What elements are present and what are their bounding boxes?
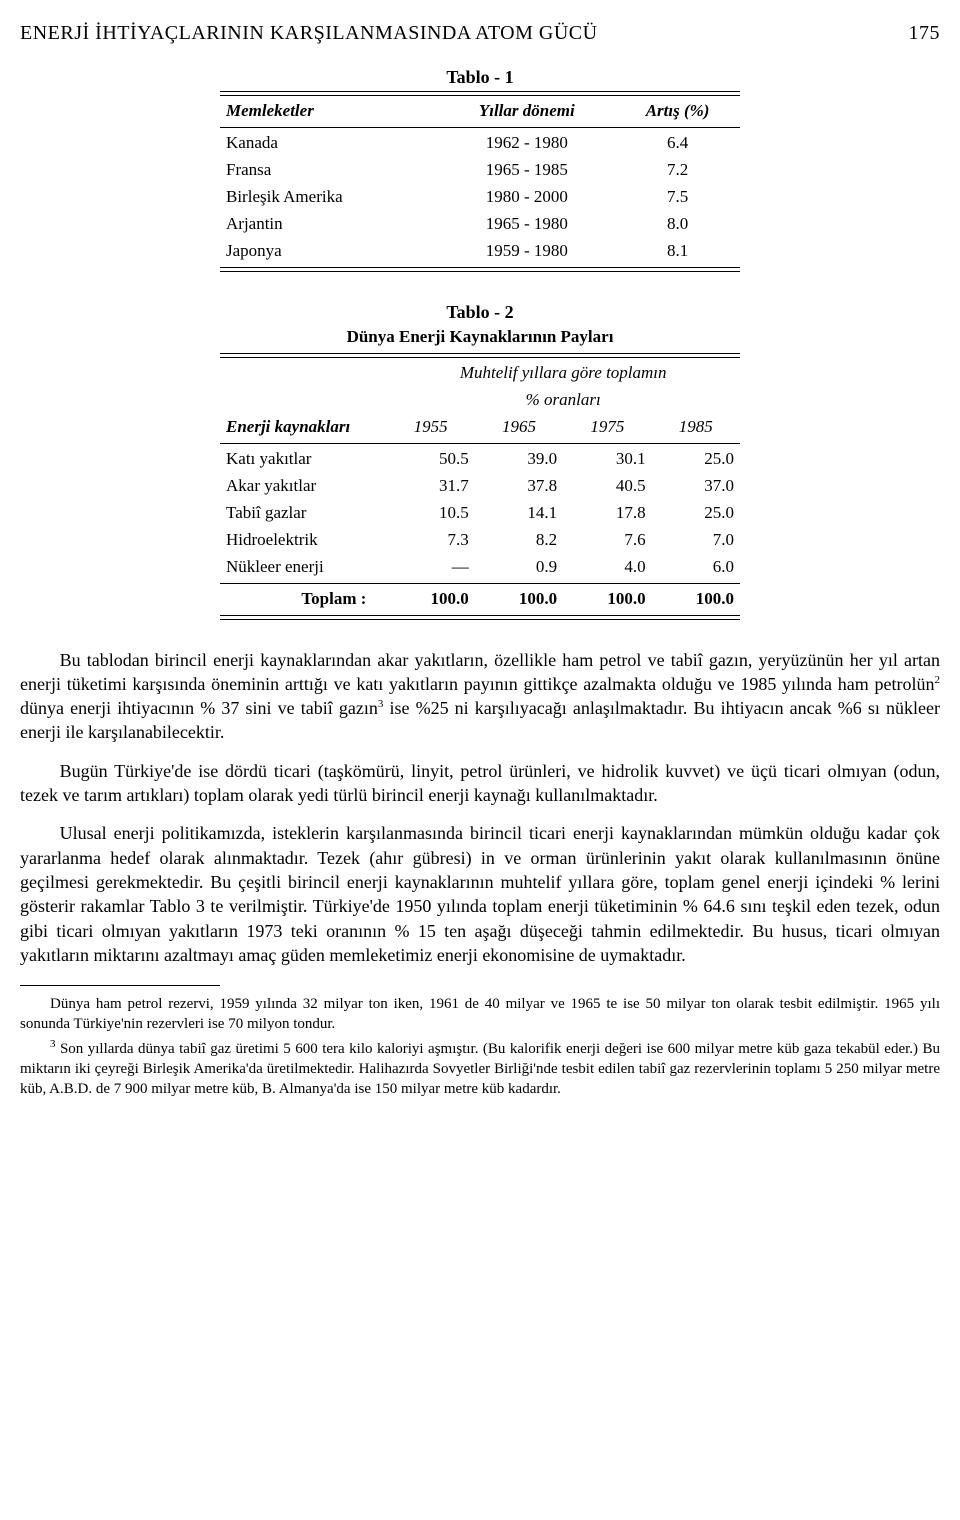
cell-val: 25.0 bbox=[652, 446, 740, 473]
table-row: Japonya 1959 - 1980 8.1 bbox=[220, 238, 740, 265]
cell-years: 1959 - 1980 bbox=[438, 238, 615, 265]
footnote-1: Dünya ham petrol rezervi, 1959 yılında 3… bbox=[20, 994, 940, 1035]
cell-source: Nükleer enerji bbox=[220, 554, 386, 581]
paragraph-3: Ulusal enerji politikamızda, isteklerin … bbox=[20, 821, 940, 967]
footnote-2-text: Son yıllarda dünya tabiî gaz üretimi 5 6… bbox=[20, 1041, 940, 1098]
footnote-2: 3 Son yıllarda dünya tabiî gaz üretimi 5… bbox=[20, 1037, 940, 1100]
total-val: 100.0 bbox=[563, 586, 651, 613]
table-row: Fransa 1965 - 1985 7.2 bbox=[220, 157, 740, 184]
cell-years: 1965 - 1980 bbox=[438, 211, 615, 238]
table-row: Katı yakıtlar 50.5 39.0 30.1 25.0 bbox=[220, 446, 740, 473]
table-1-container: Tablo - 1 Memleketler Yıllar dönemi Artı… bbox=[220, 65, 740, 272]
p1-part-b: dünya enerji ihtiyacının % 37 sini ve ta… bbox=[20, 698, 378, 718]
footnote-1-text: Dünya ham petrol rezervi, 1959 yılında 3… bbox=[20, 996, 940, 1032]
cell-val: 50.5 bbox=[386, 446, 474, 473]
head-line-2: % oranları bbox=[386, 387, 740, 414]
cell-source: Katı yakıtlar bbox=[220, 446, 386, 473]
table-2-total: Toplam : 100.0 100.0 100.0 100.0 bbox=[220, 586, 740, 613]
total-row: Toplam : 100.0 100.0 100.0 100.0 bbox=[220, 586, 740, 613]
cell-val: 14.1 bbox=[475, 500, 563, 527]
cell-source: Tabiî gazlar bbox=[220, 500, 386, 527]
cell-country: Japonya bbox=[220, 238, 438, 265]
year-1985: 1985 bbox=[652, 414, 740, 441]
page-number: 175 bbox=[909, 20, 941, 47]
cell-val: — bbox=[386, 554, 474, 581]
cell-source: Hidroelektrik bbox=[220, 527, 386, 554]
table-2-container: Tablo - 2 Dünya Enerji Kaynaklarının Pay… bbox=[220, 300, 740, 620]
col-source: Enerji kaynakları bbox=[220, 360, 386, 441]
table-row: Akar yakıtlar 31.7 37.8 40.5 37.0 bbox=[220, 473, 740, 500]
cell-val: 17.8 bbox=[563, 500, 651, 527]
total-label: Toplam : bbox=[220, 586, 386, 613]
cell-val: 39.0 bbox=[475, 446, 563, 473]
table-row: Birleşik Amerika 1980 - 2000 7.5 bbox=[220, 184, 740, 211]
cell-growth: 8.1 bbox=[615, 238, 740, 265]
table-1: Memleketler Yıllar dönemi Artış (%) bbox=[220, 98, 740, 125]
cell-val: 37.0 bbox=[652, 473, 740, 500]
running-title: ENERJİ İHTİYAÇLARININ KARŞILANMASINDA AT… bbox=[20, 22, 598, 44]
cell-country: Fransa bbox=[220, 157, 438, 184]
total-val: 100.0 bbox=[652, 586, 740, 613]
cell-val: 7.3 bbox=[386, 527, 474, 554]
cell-val: 8.2 bbox=[475, 527, 563, 554]
cell-val: 37.8 bbox=[475, 473, 563, 500]
cell-val: 40.5 bbox=[563, 473, 651, 500]
running-header: ENERJİ İHTİYAÇLARININ KARŞILANMASINDA AT… bbox=[20, 20, 940, 47]
total-val: 100.0 bbox=[475, 586, 563, 613]
cell-source: Akar yakıtlar bbox=[220, 473, 386, 500]
superscript-2: 2 bbox=[935, 674, 941, 686]
year-1955: 1955 bbox=[386, 414, 474, 441]
cell-country: Kanada bbox=[220, 130, 438, 157]
table-2-title: Tablo - 2 bbox=[220, 300, 740, 324]
cell-val: 7.0 bbox=[652, 527, 740, 554]
cell-val: 25.0 bbox=[652, 500, 740, 527]
table-row: Hidroelektrik 7.3 8.2 7.6 7.0 bbox=[220, 527, 740, 554]
cell-growth: 7.2 bbox=[615, 157, 740, 184]
col-years: Yıllar dönemi bbox=[438, 98, 615, 125]
table-row: Kanada 1962 - 1980 6.4 bbox=[220, 130, 740, 157]
table-2-header: Enerji kaynakları Muhtelif yıllara göre … bbox=[220, 360, 740, 441]
paragraph-1: Bu tablodan birincil enerji kaynaklarınd… bbox=[20, 648, 940, 745]
p1-part-a: Bu tablodan birincil enerji kaynaklarınd… bbox=[20, 650, 940, 694]
cell-val: 7.6 bbox=[563, 527, 651, 554]
cell-country: Arjantin bbox=[220, 211, 438, 238]
cell-val: 31.7 bbox=[386, 473, 474, 500]
table-row: Arjantin 1965 - 1980 8.0 bbox=[220, 211, 740, 238]
col-growth: Artış (%) bbox=[615, 98, 740, 125]
col-country: Memleketler bbox=[220, 98, 438, 125]
cell-country: Birleşik Amerika bbox=[220, 184, 438, 211]
cell-years: 1965 - 1985 bbox=[438, 157, 615, 184]
table-1-title: Tablo - 1 bbox=[220, 65, 740, 89]
paragraph-2: Bugün Türkiye'de ise dördü ticari (taşkö… bbox=[20, 759, 940, 808]
cell-val: 30.1 bbox=[563, 446, 651, 473]
cell-val: 6.0 bbox=[652, 554, 740, 581]
cell-val: 0.9 bbox=[475, 554, 563, 581]
table-1-header-row: Memleketler Yıllar dönemi Artış (%) bbox=[220, 98, 740, 125]
table-1-body: Kanada 1962 - 1980 6.4 Fransa 1965 - 198… bbox=[220, 130, 740, 265]
table-row: Tabiî gazlar 10.5 14.1 17.8 25.0 bbox=[220, 500, 740, 527]
total-val: 100.0 bbox=[386, 586, 474, 613]
cell-val: 10.5 bbox=[386, 500, 474, 527]
cell-growth: 6.4 bbox=[615, 130, 740, 157]
cell-growth: 8.0 bbox=[615, 211, 740, 238]
table-2-body: Katı yakıtlar 50.5 39.0 30.1 25.0 Akar y… bbox=[220, 446, 740, 581]
table-row: Nükleer enerji — 0.9 4.0 6.0 bbox=[220, 554, 740, 581]
cell-years: 1962 - 1980 bbox=[438, 130, 615, 157]
year-1965: 1965 bbox=[475, 414, 563, 441]
cell-val: 4.0 bbox=[563, 554, 651, 581]
year-1975: 1975 bbox=[563, 414, 651, 441]
cell-years: 1980 - 2000 bbox=[438, 184, 615, 211]
table-2-subtitle: Dünya Enerji Kaynaklarının Payları bbox=[220, 326, 740, 349]
cell-growth: 7.5 bbox=[615, 184, 740, 211]
head-line-1: Muhtelif yıllara göre toplamın bbox=[386, 360, 740, 387]
